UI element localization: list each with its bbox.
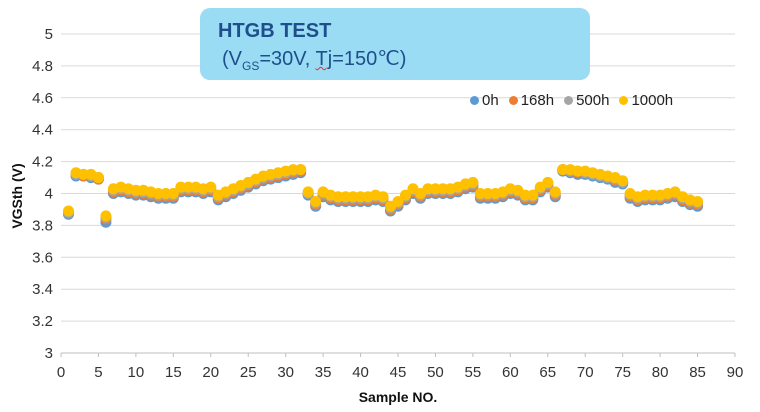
x-tick-label: 10 [128, 364, 145, 381]
data-point [692, 195, 704, 207]
series-1000h [62, 164, 704, 222]
legend-label: 168h [520, 92, 555, 109]
data-points [62, 164, 704, 228]
subtitle-tj: Tj [315, 48, 333, 70]
x-tick-label: 15 [165, 364, 182, 381]
subtitle-mid: =30V, [259, 48, 316, 70]
legend-label: 1000h [631, 92, 674, 109]
legend-item-1000h: 1000h [619, 92, 673, 109]
legend-item-500h: 500h [564, 92, 609, 109]
data-point [549, 186, 561, 198]
legend-item-168h: 168h [508, 92, 555, 109]
legend-label: 500h [576, 92, 610, 109]
data-point [542, 176, 554, 188]
data-point [167, 188, 179, 199]
data-point [100, 210, 112, 222]
y-tick-label: 4 [45, 186, 53, 203]
y-tick-label: 5 [45, 26, 53, 43]
y-tick-label: 4.4 [32, 122, 53, 139]
data-point [392, 195, 404, 207]
y-tick-label: 4.6 [32, 90, 53, 107]
subtitle-rest: =150℃) [332, 48, 407, 70]
data-point [62, 205, 74, 217]
chart-subtitle: (VGS=30V, Tj=150℃) [222, 46, 406, 73]
legend-marker [564, 96, 574, 105]
y-axis-label: VGSth (V) [9, 163, 25, 228]
legend-marker [508, 96, 518, 105]
x-tick-label: 60 [502, 364, 519, 381]
y-tick-label: 3.8 [32, 217, 53, 234]
data-point [310, 195, 322, 207]
subtitle-open: (V [222, 48, 242, 70]
x-tick-label: 50 [427, 364, 444, 381]
data-point [302, 186, 314, 198]
x-tick-label: 35 [315, 364, 332, 381]
chart-title: HTGB TEST [218, 20, 332, 42]
x-tick-label: 20 [202, 364, 219, 381]
x-tick-label: 80 [652, 364, 669, 381]
data-point [467, 176, 479, 188]
data-point [399, 189, 411, 201]
x-axis-label: Sample NO. [359, 389, 438, 405]
y-tick-labels: 3 3.2 3.4 3.6 3.8 4 4.2 4.4 4.6 4.8 5 [32, 26, 53, 362]
data-point [527, 189, 539, 201]
x-tick-label: 85 [689, 364, 706, 381]
data-point [377, 191, 389, 203]
x-tick-label: 25 [240, 364, 257, 381]
subtitle-subscript: GS [242, 59, 260, 73]
x-tick-label: 30 [277, 364, 294, 381]
legend-label: 0h [482, 92, 499, 109]
x-tick-label: 55 [465, 364, 482, 381]
x-tick-label: 70 [577, 364, 594, 381]
x-tick-label: 40 [352, 364, 369, 381]
data-point [205, 181, 217, 193]
data-point [617, 175, 629, 187]
data-point [295, 164, 307, 176]
y-tick-label: 3.4 [32, 281, 53, 298]
x-tick-label: 0 [57, 364, 65, 381]
y-tick-label: 3.6 [32, 249, 53, 266]
data-point [92, 172, 104, 184]
legend-item-0h: 0h [470, 92, 499, 109]
legend-marker [619, 96, 629, 105]
legend-marker [470, 96, 479, 105]
y-tick-label: 4.2 [32, 154, 53, 171]
x-tick-label: 5 [94, 364, 102, 381]
x-tick-labels: 0 5 10 15 20 25 30 35 40 45 50 55 60 65 70 75 80 85 90 [57, 364, 744, 381]
y-tick-label: 3 [45, 345, 53, 362]
x-tick-label: 65 [539, 364, 556, 381]
x-tick-label: 90 [727, 364, 744, 381]
chart-title-box: HTGB TEST (VGS=30V, Tj=150℃) [200, 8, 590, 80]
y-tick-label: 3.2 [32, 313, 53, 330]
y-tick-label: 4.8 [32, 58, 53, 75]
x-tick-label: 45 [390, 364, 407, 381]
x-tick-label: 75 [614, 364, 631, 381]
chart-legend: 0h 168h 500h 1000h [470, 92, 673, 109]
